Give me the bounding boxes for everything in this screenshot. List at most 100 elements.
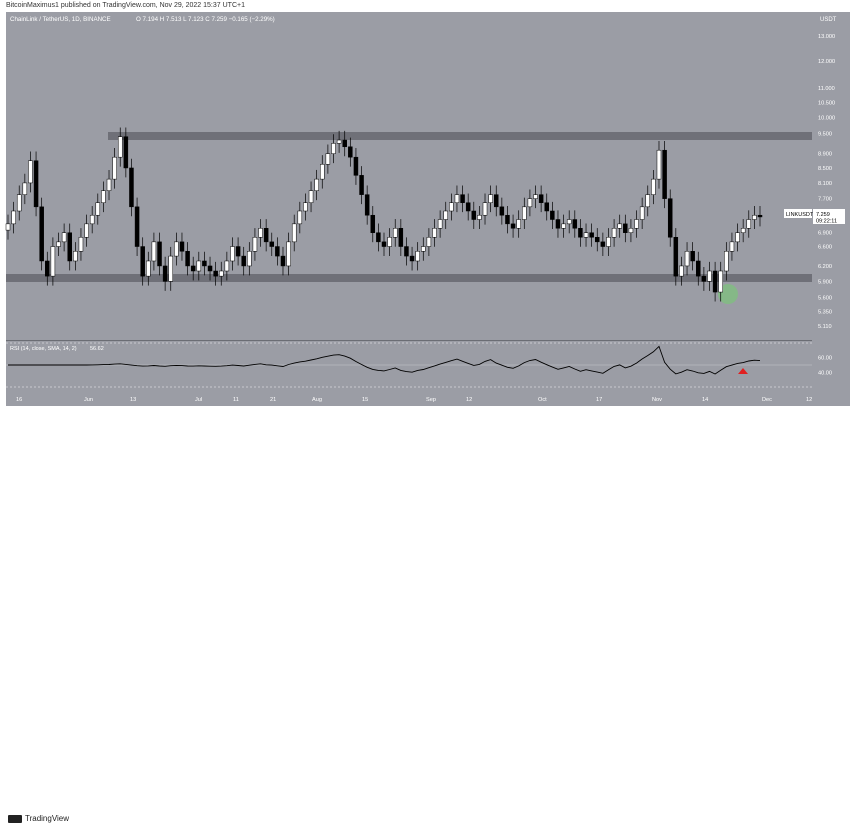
- candle-body: [735, 232, 740, 243]
- rsi-legend-value: 56.62: [90, 346, 104, 352]
- candle-body: [482, 202, 488, 216]
- candle-body: [746, 219, 752, 229]
- candle-body: [527, 198, 533, 208]
- candle-body: [572, 219, 578, 229]
- candle-body: [84, 223, 89, 238]
- candle-body: [78, 237, 84, 252]
- price-axis: [812, 12, 850, 394]
- time-tick-label: 12: [806, 397, 812, 403]
- candle-body: [202, 260, 207, 267]
- candle-body: [516, 219, 521, 229]
- candle-body: [696, 260, 701, 277]
- candle-body: [712, 270, 718, 293]
- candle-body: [583, 232, 589, 238]
- price-tick-label: 10.000: [818, 115, 835, 121]
- candle-body: [421, 246, 426, 252]
- candle-body: [477, 214, 482, 220]
- time-tick-label: Jun: [84, 397, 93, 403]
- time-tick-label: Dec: [762, 397, 772, 403]
- candle-body: [73, 251, 78, 262]
- candle-body: [729, 241, 735, 252]
- candle-body: [112, 156, 117, 180]
- candle-body: [740, 228, 746, 233]
- candle-body: [151, 241, 157, 262]
- candle-body: [129, 167, 134, 208]
- candle-body: [308, 190, 314, 203]
- candle-body: [263, 228, 269, 243]
- candle-body: [510, 223, 516, 229]
- candle-body: [505, 214, 510, 225]
- candle-body: [95, 202, 101, 216]
- price-tick-label: 8.100: [818, 181, 832, 187]
- price-tick-label: 12.000: [818, 59, 835, 65]
- price-tag-box: [813, 209, 845, 224]
- candle-body: [39, 206, 44, 262]
- candle-body: [106, 178, 112, 191]
- candle-body: [320, 164, 325, 180]
- candles: [5, 127, 763, 302]
- rsi-line: [8, 345, 761, 375]
- price-tick-label: 6.600: [818, 245, 832, 251]
- symbol-legend: ChainLink / TetherUS, 1D, BINANCE: [10, 16, 111, 23]
- time-axis-ticks: 16 Jun 13 Jul 11 21 Aug 15 Sep 12 Oct 17 Nov 14 Dec 12: [16, 397, 812, 403]
- candle-body: [701, 275, 707, 282]
- candle-body: [651, 178, 656, 195]
- candle-body: [28, 160, 33, 184]
- candle-body: [364, 194, 370, 216]
- candle-body: [376, 232, 381, 243]
- candle-body: [645, 194, 651, 208]
- candle-body: [291, 223, 297, 243]
- candle-body: [353, 156, 359, 176]
- candle-body: [589, 232, 594, 238]
- footer-bar: TradingView: [0, 406, 850, 823]
- candle-body: [667, 198, 673, 238]
- price-tick-label: 5.600: [818, 296, 832, 302]
- rsi-pane: [6, 341, 812, 394]
- candle-body: [336, 139, 342, 144]
- candle-body: [443, 210, 448, 220]
- price-tick-label: 6.900: [818, 231, 832, 237]
- price-tick-label: 6.200: [818, 264, 832, 270]
- price-tick-label: 5.900: [818, 279, 832, 285]
- time-tick-label: Nov: [652, 397, 662, 403]
- candle-body: [623, 223, 628, 233]
- candle-body: [157, 241, 162, 267]
- candle-body: [398, 228, 404, 247]
- price-chart[interactable]: 13.000 12.000 11.000 10.500 10.000 9.500 8.900…: [0, 0, 850, 406]
- price-tick-label: 9.500: [818, 131, 832, 137]
- time-tick-label: 15: [362, 397, 368, 403]
- candle-body: [381, 241, 387, 247]
- candle-body: [5, 223, 11, 231]
- candle-body: [252, 237, 258, 252]
- price-tick-label: 5.110: [818, 324, 832, 330]
- publisher-header: BitcoinMaximus1 published on TradingView…: [6, 2, 245, 9]
- candle-body: [190, 265, 196, 272]
- time-tick-label: 12: [466, 397, 472, 403]
- candle-body: [162, 265, 168, 282]
- tradingview-logo-icon: [8, 814, 22, 823]
- candle-body: [656, 149, 662, 180]
- candle-body: [538, 194, 544, 203]
- candle-body: [258, 228, 263, 238]
- candle-body: [89, 214, 95, 225]
- candle-body: [578, 228, 583, 238]
- candle-body: [45, 260, 50, 277]
- price-axis-ticks: 13.000 12.000 11.000 10.500 10.000 9.500 8.900…: [818, 34, 835, 330]
- candle-body: [224, 260, 230, 272]
- candle-body: [219, 270, 224, 277]
- candle-body: [213, 270, 218, 277]
- time-tick-label: Aug: [312, 397, 322, 403]
- candle-body: [415, 251, 420, 262]
- candle-body: [325, 153, 331, 165]
- candle-body: [465, 202, 471, 212]
- time-axis: [6, 394, 850, 406]
- candle-body: [488, 194, 493, 203]
- candle-body: [22, 182, 28, 195]
- candle-body: [168, 255, 173, 282]
- support-highlight-circle: [718, 284, 738, 304]
- price-tick-label: 7.700: [818, 197, 832, 203]
- price-tick-label: 10.500: [818, 100, 835, 106]
- candle-body: [207, 265, 213, 272]
- rsi-axis-ticks: 60.00 40.00: [818, 356, 832, 377]
- price-tick-label: 8.500: [818, 166, 832, 172]
